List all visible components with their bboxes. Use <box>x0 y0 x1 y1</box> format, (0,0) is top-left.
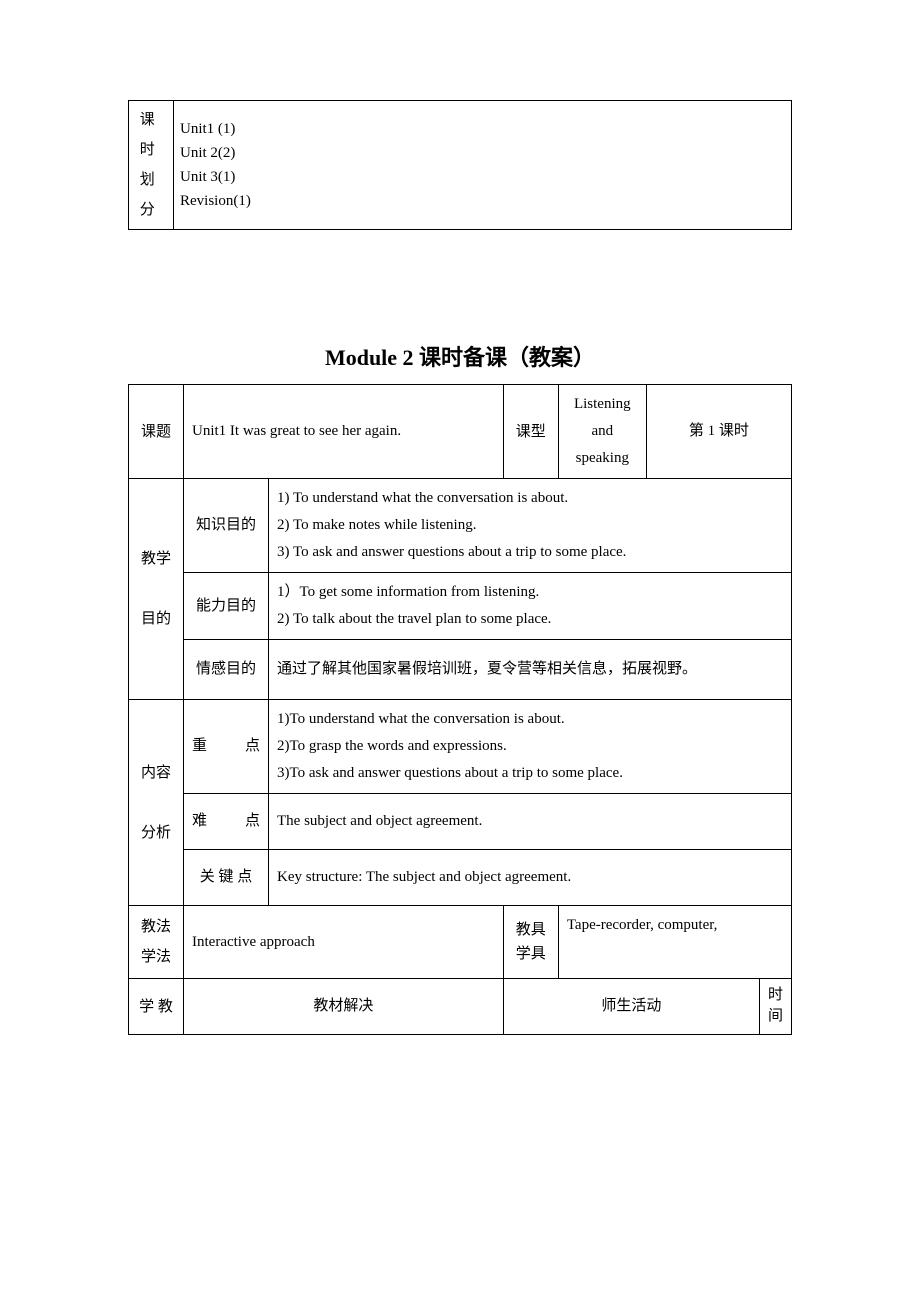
nengli-line-1: 1）To get some information from listening… <box>277 579 783 606</box>
kexing-value: Listening and speaking <box>558 385 646 479</box>
nandian-value: The subject and object agreement. <box>269 794 792 850</box>
division-label-cell: 课 时 划 分 <box>129 101 174 230</box>
division-content-cell: Unit1 (1) Unit 2(2) Unit 3(1) Revision(1… <box>174 101 792 230</box>
lesson-plan-table: 课题 Unit1 It was great to see her again. … <box>128 384 792 1035</box>
jiaofa-label: 教法 学法 <box>129 906 184 979</box>
zhishi-line-1: 1) To understand what the conversation i… <box>277 485 783 512</box>
zhishi-line-3: 3) To ask and answer questions about a t… <box>277 539 783 566</box>
xuejiao-label: 学 教 <box>129 979 184 1035</box>
keti-value: Unit1 It was great to see her again. <box>184 385 504 479</box>
jiaoxue-label: 教学 目的 <box>129 479 184 700</box>
jiaoju-label: 教具 学具 <box>503 906 558 979</box>
zhishi-content: 1) To understand what the conversation i… <box>269 479 792 573</box>
nandian-label: 难 点 <box>184 794 269 850</box>
division-label-char2: 时 <box>140 142 163 158</box>
division-line-4: Revision(1) <box>180 189 785 213</box>
keshi-value: 第 1 课时 <box>646 385 791 479</box>
zhongdian-line-2: 2)To grasp the words and expressions. <box>277 733 783 760</box>
division-line-3: Unit 3(1) <box>180 165 785 189</box>
nengli-label: 能力目的 <box>184 573 269 640</box>
nengli-content: 1）To get some information from listening… <box>269 573 792 640</box>
class-hour-division-table: 课 时 划 分 Unit1 (1) Unit 2(2) Unit 3(1) Re… <box>128 100 792 230</box>
division-line-2: Unit 2(2) <box>180 141 785 165</box>
qinggan-label: 情感目的 <box>184 640 269 700</box>
keti-label: 课题 <box>129 385 184 479</box>
shisheng-label: 师生活动 <box>503 979 759 1035</box>
jiaofa-value: Interactive approach <box>184 906 504 979</box>
zhongdian-label: 重 点 <box>184 700 269 794</box>
zhongdian-content: 1)To understand what the conversation is… <box>269 700 792 794</box>
zhishi-label: 知识目的 <box>184 479 269 573</box>
zhongdian-line-3: 3)To ask and answer questions about a tr… <box>277 760 783 787</box>
shijian-label: 时 间 <box>759 979 791 1035</box>
guanjian-value: Key structure: The subject and object ag… <box>269 850 792 906</box>
jiaoju-value: Tape-recorder, computer, <box>558 906 791 979</box>
division-line-1: Unit1 (1) <box>180 117 785 141</box>
qinggan-value: 通过了解其他国家暑假培训班，夏令营等相关信息，拓展视野。 <box>269 640 792 700</box>
division-label-char3: 划 <box>140 172 163 188</box>
kexing-label: 课型 <box>503 385 558 479</box>
neirong-label: 内容 分析 <box>129 700 184 906</box>
division-label-char1: 课 <box>140 112 163 128</box>
zhongdian-line-1: 1)To understand what the conversation is… <box>277 706 783 733</box>
lesson-plan-heading: Module 2 课时备课（教案） <box>128 340 792 372</box>
jiaocai-label: 教材解决 <box>184 979 504 1035</box>
nengli-line-2: 2) To talk about the travel plan to some… <box>277 606 783 633</box>
division-label-char4: 分 <box>140 202 163 218</box>
guanjian-label: 关 键 点 <box>184 850 269 906</box>
zhishi-line-2: 2) To make notes while listening. <box>277 512 783 539</box>
